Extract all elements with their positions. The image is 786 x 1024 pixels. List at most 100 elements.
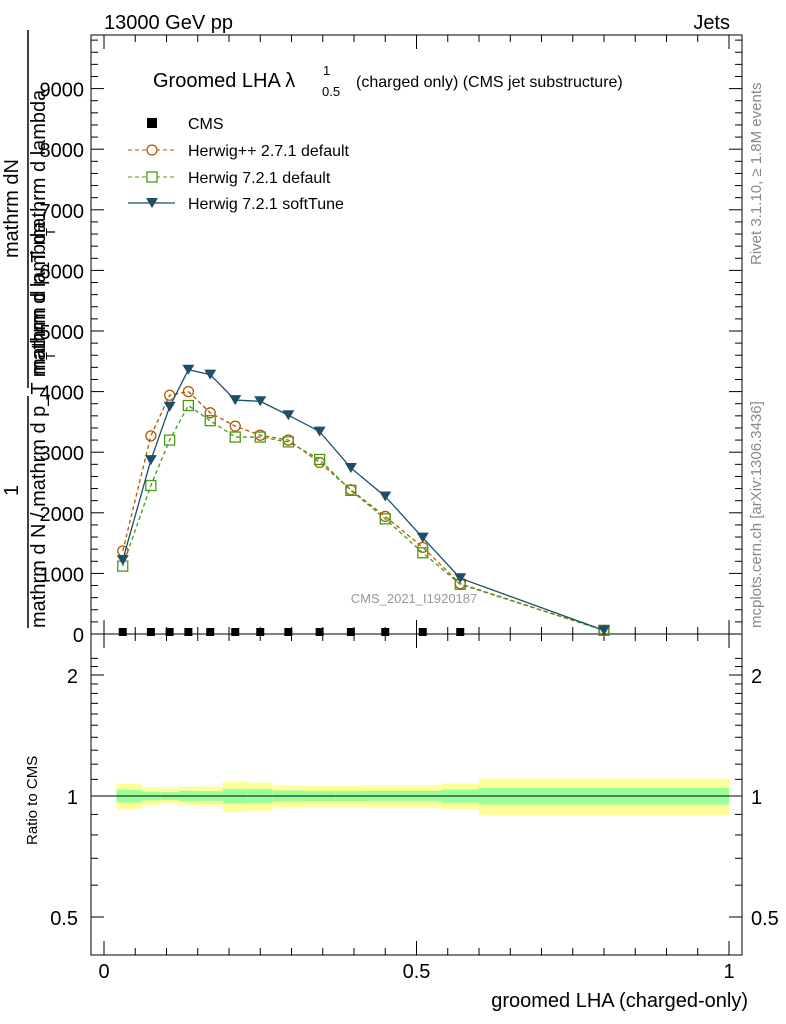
series-3: [116, 364, 610, 636]
legend-marker-herwigpp: [146, 144, 158, 156]
data-point-cms: [118, 628, 127, 636]
data-point-herwig721: [282, 436, 295, 448]
mcplots-label: mcplots.cern.ch [arXiv:1306.3436]: [748, 401, 765, 628]
ylabel-T-1: T: [43, 228, 58, 236]
data-point-herwig721: [145, 479, 157, 492]
ratio-ytick-label: 1: [67, 787, 78, 809]
data-point-herwig721: [163, 434, 176, 446]
main-ytick-label: 7000: [40, 201, 85, 223]
data-point-softtune: [598, 625, 610, 636]
legend-label-herwigpp: Herwig++ 2.7.1 default: [188, 143, 350, 160]
main-ytick-label: 8000: [40, 140, 85, 162]
data-point-herwigpp: [182, 385, 195, 398]
data-point-softtune: [229, 395, 242, 406]
ratio-xtick-label: 0.5: [403, 961, 431, 983]
data-point-herwig721: [313, 453, 326, 466]
data-point-cms: [315, 628, 324, 636]
main-ytick-label: 2000: [40, 504, 85, 526]
data-point-softtune: [454, 573, 467, 584]
ratio-ytick-label-right: 1: [751, 787, 762, 809]
legend-marker-cms: [147, 118, 157, 128]
data-point-softtune: [416, 532, 429, 543]
ylabel-one: 1: [1, 485, 23, 496]
data-point-herwigpp: [379, 510, 391, 523]
data-point-herwigpp: [163, 389, 176, 401]
data-point-softtune: [116, 555, 129, 566]
data-point-cms: [146, 628, 155, 636]
legend-entry-cms: CMS: [147, 116, 224, 133]
data-point-herwigpp: [145, 430, 157, 442]
data-point-herwig721: [254, 431, 266, 443]
main-ytick-label: 4000: [40, 383, 85, 405]
ylabel-denominator: mathrm d N / mathrm d p_T mathrm d lambd…: [28, 221, 50, 628]
series-layer: [116, 364, 610, 637]
series-2: [117, 399, 610, 637]
data-point-softtune: [204, 369, 217, 380]
data-point-herwigpp: [204, 407, 216, 419]
series-line: [122, 390, 605, 631]
legend-marker-softtune: [146, 198, 158, 208]
legend-title-rest: (charged only) (CMS jet substructure): [356, 74, 623, 91]
data-point-softtune: [344, 462, 357, 473]
watermark: CMS_2021_I1920187: [351, 591, 478, 606]
data-point-softtune: [144, 455, 157, 466]
data-point-cms: [184, 628, 193, 636]
data-point-cms: [231, 628, 240, 636]
data-point-cms: [284, 628, 293, 636]
legend-entry-softtune: Herwig 7.2.1 softTune: [128, 196, 344, 213]
data-point-cms: [456, 628, 465, 636]
series-line: [122, 404, 605, 631]
data-point-softtune: [163, 401, 176, 412]
xlabel: groomed LHA (charged-only): [491, 990, 748, 1012]
series-0: [118, 628, 465, 636]
main-ylabel: mathrm dN mathrm d p_T mathrm d lambda 1…: [1, 30, 58, 628]
ylabel-line2: mathrm d p_T mathrm d lambda: [28, 89, 50, 375]
ratio-ytick-label: 2: [67, 666, 78, 688]
axes: 0 1000 2000 3000 4000 5000 6000 7000 8000 9000 0 0.…: [40, 35, 779, 983]
ratio-xtick-label: 0: [98, 961, 109, 983]
header-left: 13000 GeV pp: [104, 12, 233, 34]
legend-label-herwig721: Herwig 7.2.1 default: [188, 170, 331, 187]
legend-title-main: Groomed LHA λ: [153, 70, 295, 92]
legend: CMS Herwig++ 2.7.1 default Herwig 7.2.1 …: [128, 116, 350, 213]
data-point-herwig721: [417, 547, 429, 559]
data-point-herwig721: [345, 484, 357, 497]
main-ytick-label: 6000: [40, 261, 85, 283]
header-right: Jets: [693, 12, 730, 34]
legend-entry-herwigpp: Herwig++ 2.7.1 default: [128, 143, 350, 160]
data-point-herwig721: [204, 415, 216, 427]
ratio-bands: [116, 778, 729, 816]
data-point-softtune: [182, 364, 195, 375]
data-point-softtune: [282, 410, 295, 421]
data-point-herwig721: [229, 431, 241, 443]
legend-marker-herwig721: [146, 171, 158, 183]
data-point-cms: [206, 628, 215, 636]
main-ytick-label: 5000: [40, 322, 85, 344]
data-point-softtune: [313, 426, 326, 437]
main-ytick-label: 0: [73, 625, 84, 647]
data-point-cms: [165, 628, 174, 636]
ratio-ytick-label: 0.5: [50, 908, 78, 930]
data-point-herwig721: [379, 513, 391, 525]
data-point-herwigpp: [229, 420, 241, 432]
data-point-cms: [381, 628, 390, 636]
legend-label-cms: CMS: [188, 116, 224, 133]
ylabel-T-2: T: [43, 352, 58, 360]
data-point-cms: [418, 628, 427, 636]
ylabel-line1: mathrm dN: [1, 159, 23, 258]
data-point-softtune: [254, 396, 267, 407]
legend-title-sup: 1: [323, 63, 330, 78]
ratio-xtick-label: 1: [723, 961, 734, 983]
rivet-label: Rivet 3.1.10, ≥ 1.8M events: [748, 83, 765, 266]
data-point-herwig721: [182, 399, 195, 412]
legend-label-softtune: Herwig 7.2.1 softTune: [188, 196, 344, 213]
data-point-softtune: [379, 491, 392, 502]
data-point-cms: [346, 628, 355, 636]
legend-title-sub: 0.5: [322, 84, 340, 99]
legend-entry-herwig721: Herwig 7.2.1 default: [128, 170, 331, 187]
main-ytick-label: 3000: [40, 443, 85, 465]
ratio-ytick-label-right: 2: [751, 666, 762, 688]
legend-title: Groomed LHA λ 1 0.5 (charged only) (CMS …: [153, 63, 623, 99]
data-point-cms: [256, 628, 265, 636]
